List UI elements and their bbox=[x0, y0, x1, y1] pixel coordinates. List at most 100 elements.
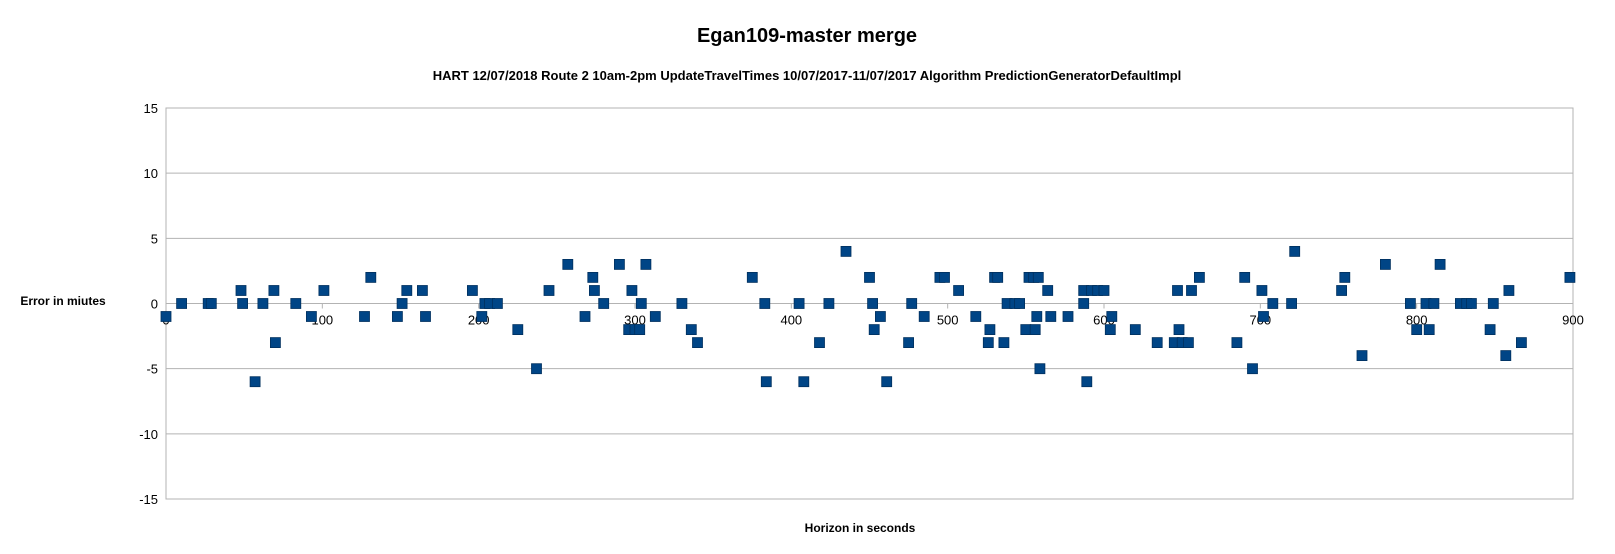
data-point bbox=[970, 311, 982, 322]
data-point bbox=[1078, 298, 1090, 309]
x-tick-label: 900 bbox=[1562, 313, 1584, 328]
y-tick-label: -15 bbox=[139, 492, 158, 507]
chart-subtitle: HART 12/07/2018 Route 2 10am-2pm UpdateT… bbox=[433, 68, 1182, 83]
data-point bbox=[290, 298, 302, 309]
chart-title: Egan109-master merge bbox=[697, 25, 917, 47]
data-point bbox=[416, 285, 428, 296]
data-point bbox=[1434, 258, 1446, 270]
data-point bbox=[1172, 285, 1183, 296]
data-point bbox=[512, 324, 524, 336]
data-point bbox=[903, 337, 914, 349]
data-point bbox=[1106, 311, 1118, 322]
data-point bbox=[1484, 324, 1496, 336]
data-point bbox=[1042, 285, 1054, 296]
x-tick-label: 500 bbox=[937, 313, 959, 328]
data-point bbox=[1428, 298, 1440, 309]
data-point bbox=[759, 298, 771, 309]
x-tick-label: 100 bbox=[311, 313, 333, 328]
data-point bbox=[864, 271, 875, 283]
y-tick-label: 5 bbox=[151, 231, 158, 246]
data-point bbox=[992, 271, 1004, 283]
data-point bbox=[1104, 324, 1116, 336]
x-axis-title: Horizon in seconds bbox=[805, 521, 916, 535]
data-point bbox=[840, 245, 852, 257]
data-point bbox=[1014, 298, 1025, 309]
data-point bbox=[176, 298, 188, 309]
data-point bbox=[676, 298, 688, 309]
data-point bbox=[1173, 324, 1185, 336]
data-point bbox=[1336, 285, 1347, 296]
data-point bbox=[1356, 350, 1368, 362]
data-point bbox=[1487, 298, 1499, 309]
data-point bbox=[614, 258, 625, 270]
data-point bbox=[1183, 337, 1194, 349]
data-point bbox=[391, 311, 403, 322]
x-tick-label: 300 bbox=[624, 313, 646, 328]
data-point bbox=[760, 376, 772, 388]
data-point bbox=[562, 258, 574, 270]
data-point bbox=[543, 285, 555, 296]
data-point bbox=[476, 311, 488, 322]
data-point bbox=[205, 298, 217, 309]
data-point bbox=[998, 337, 1010, 349]
data-point bbox=[1186, 285, 1197, 296]
y-axis-title: Error in miutes bbox=[20, 294, 106, 308]
data-point bbox=[269, 337, 281, 349]
data-point bbox=[982, 337, 994, 349]
y-tick-label: 10 bbox=[144, 166, 158, 181]
data-point bbox=[249, 376, 261, 388]
data-point bbox=[401, 285, 413, 296]
data-point bbox=[1267, 298, 1279, 309]
data-point bbox=[1062, 311, 1074, 322]
data-point bbox=[1564, 271, 1576, 283]
data-point bbox=[237, 298, 249, 309]
data-point bbox=[579, 311, 591, 322]
data-point bbox=[1405, 298, 1416, 309]
data-point bbox=[1194, 271, 1205, 283]
data-point bbox=[798, 376, 810, 388]
data-point bbox=[918, 311, 930, 322]
data-point bbox=[365, 271, 377, 283]
data-point bbox=[1151, 337, 1163, 349]
data-point bbox=[160, 311, 172, 322]
data-point bbox=[268, 285, 280, 296]
y-tick-label: -5 bbox=[146, 362, 158, 377]
data-point bbox=[984, 324, 996, 336]
data-point bbox=[1466, 298, 1477, 309]
data-point bbox=[881, 376, 893, 388]
data-point bbox=[640, 258, 652, 270]
y-tick-label: 15 bbox=[144, 101, 158, 116]
data-point bbox=[635, 298, 647, 309]
data-point bbox=[359, 311, 370, 322]
data-point bbox=[491, 298, 503, 309]
data-point bbox=[793, 298, 805, 309]
data-point bbox=[1289, 245, 1301, 257]
data-point bbox=[626, 285, 638, 296]
data-points bbox=[160, 245, 1576, 388]
data-point bbox=[692, 337, 703, 349]
data-point bbox=[305, 311, 317, 322]
data-point bbox=[939, 271, 950, 283]
data-point bbox=[875, 311, 886, 322]
data-point bbox=[1411, 324, 1423, 336]
x-axis-ticks: 0100200300400500600700800900 bbox=[162, 303, 1584, 328]
data-point bbox=[466, 285, 478, 296]
data-point bbox=[1256, 285, 1268, 296]
data-point bbox=[1020, 324, 1032, 336]
data-point bbox=[906, 298, 918, 309]
data-point bbox=[1516, 337, 1527, 349]
data-point bbox=[1258, 311, 1269, 322]
data-point bbox=[1081, 376, 1093, 388]
y-axis-ticks: 15 10 5 0 -5 -10 -15 bbox=[139, 101, 158, 507]
data-point bbox=[589, 285, 600, 296]
data-point bbox=[257, 298, 269, 309]
x-tick-label: 800 bbox=[1406, 313, 1428, 328]
data-point bbox=[1339, 271, 1351, 283]
data-point bbox=[598, 298, 610, 309]
data-point bbox=[867, 298, 878, 309]
data-point bbox=[318, 285, 330, 296]
data-point bbox=[1423, 324, 1435, 336]
data-point bbox=[1034, 363, 1046, 375]
data-point bbox=[396, 298, 408, 309]
